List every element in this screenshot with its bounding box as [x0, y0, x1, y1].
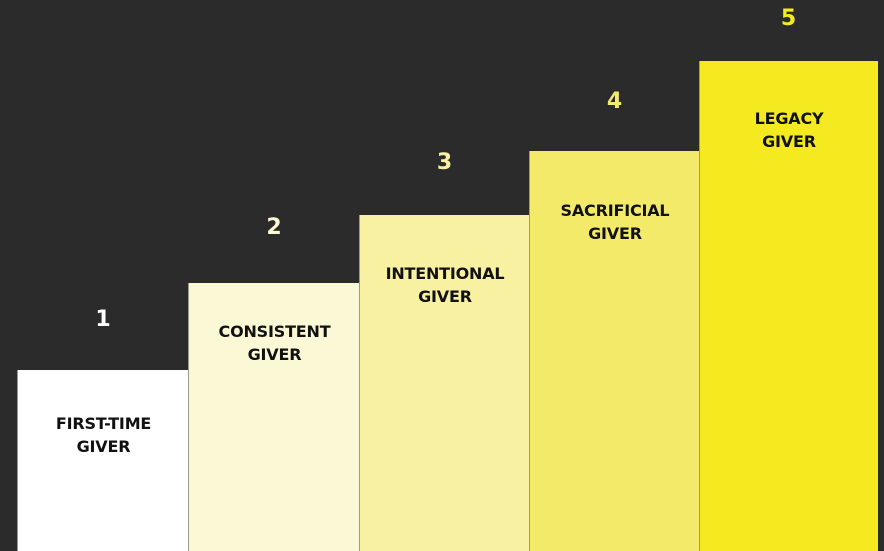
step-2-label-line2: GIVER: [247, 345, 302, 364]
step-3-label-line1: INTENTIONAL: [385, 264, 505, 283]
step-5-label-line1: LEGACY: [754, 109, 824, 128]
step-5-label-line2: GIVER: [762, 132, 816, 151]
step-1-block: FIRST-TIME GIVER: [17, 370, 189, 551]
step-1-label-line2: GIVER: [76, 437, 131, 456]
step-4-label-line1: SACRIFICIAL: [560, 201, 670, 220]
step-2-block: CONSISTENT GIVER: [188, 283, 360, 551]
step-4-block: SACRIFICIAL GIVER: [529, 151, 700, 551]
step-4-label-line2: GIVER: [588, 224, 642, 243]
step-4-label: SACRIFICIAL GIVER: [530, 199, 700, 245]
step-4-number: 4: [606, 89, 623, 114]
step-3-number: 3: [436, 150, 453, 175]
step-5-block: LEGACY GIVER: [699, 61, 878, 551]
step-3-label-line2: GIVER: [418, 287, 472, 306]
step-2-label-line1: CONSISTENT: [218, 322, 331, 341]
step-5-number: 5: [780, 6, 797, 31]
step-5-label: LEGACY GIVER: [700, 107, 878, 153]
step-1-label-line1: FIRST-TIME: [55, 414, 152, 433]
step-3-label: INTENTIONAL GIVER: [360, 262, 530, 308]
step-1-number: 1: [95, 307, 111, 332]
step-2-label: CONSISTENT GIVER: [189, 320, 360, 366]
step-3-block: INTENTIONAL GIVER: [359, 215, 530, 551]
step-1-label: FIRST-TIME GIVER: [18, 412, 189, 458]
step-2-number: 2: [266, 215, 282, 240]
